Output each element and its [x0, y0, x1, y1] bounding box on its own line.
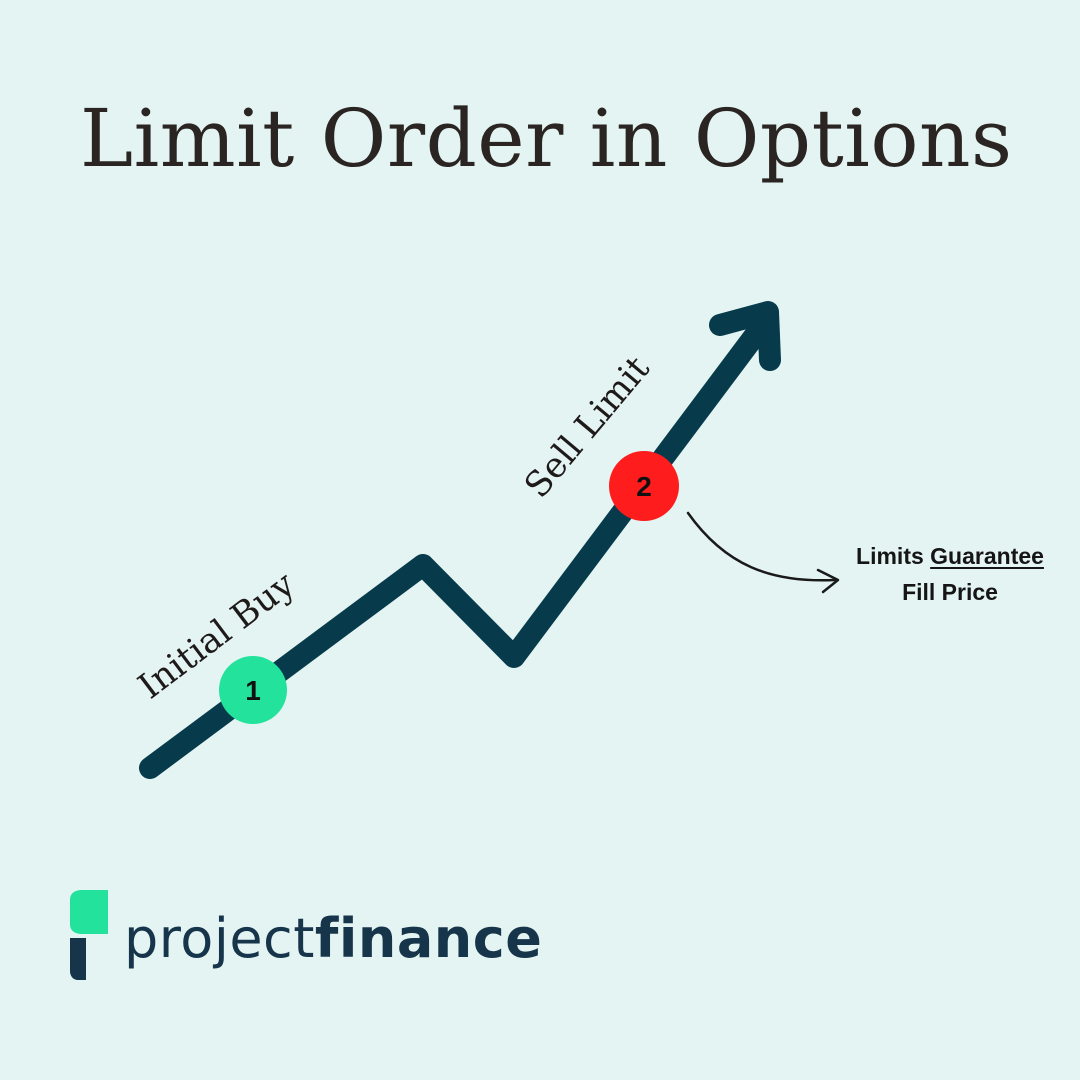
callout-arrow-head-icon [816, 568, 840, 594]
step-1-marker [219, 656, 287, 724]
logo-mark-icon [70, 890, 108, 980]
callout-emphasis: Guarantee [930, 543, 1044, 569]
step-1-number: 1 [245, 675, 261, 706]
logo-word-bold: finance [314, 906, 543, 970]
brand-logo: projectfinance [66, 888, 542, 984]
logo-wordmark: projectfinance [124, 907, 542, 970]
arrow-head-icon [709, 301, 781, 371]
step-2-number: 2 [636, 471, 652, 502]
callout-text: Limits Guarantee Fill Price [830, 538, 1070, 610]
callout-line-1: Limits Guarantee [830, 538, 1070, 574]
page-title: Limit Order in Options [80, 92, 1013, 185]
callout-prefix: Limits [856, 543, 931, 569]
step-2-marker [609, 451, 679, 521]
logo-word-regular: project [124, 906, 315, 970]
callout-arrow-icon [686, 511, 837, 582]
callout-line-2: Fill Price [902, 579, 998, 605]
